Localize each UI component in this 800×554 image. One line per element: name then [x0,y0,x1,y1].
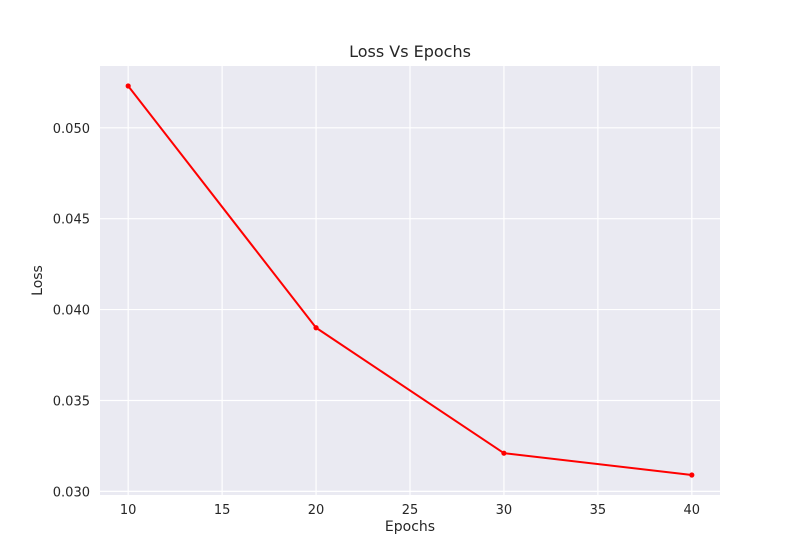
y-tick-labels: 0.030 0.035 0.040 0.045 0.050 [53,122,90,501]
chart-title: Loss Vs Epochs [349,42,471,61]
y-grid [100,127,720,492]
y-tick-label: 0.030 [53,485,90,500]
x-grid [127,66,693,495]
x-tick-label: 10 [120,503,137,518]
x-tick-label: 20 [308,503,325,518]
y-tick-label: 0.040 [53,304,90,319]
x-tick-labels: 10 15 20 25 30 35 40 [120,503,700,518]
x-tick-label: 35 [590,503,607,518]
y-axis-label: Loss [30,265,46,296]
x-tick-label: 15 [214,503,231,518]
series-layer [125,83,695,478]
y-tick-label: 0.050 [53,122,90,137]
x-tick-label: 30 [496,503,513,518]
y-tick-label: 0.035 [53,394,90,409]
data-point [501,450,507,456]
data-point [689,472,695,478]
data-point [313,325,319,331]
series-line [127,85,692,476]
x-tick-label: 25 [402,503,419,518]
x-tick-label: 40 [684,503,701,518]
y-tick-label: 0.045 [53,213,90,228]
x-axis-label: Epochs [385,519,435,535]
data-point [125,83,131,89]
